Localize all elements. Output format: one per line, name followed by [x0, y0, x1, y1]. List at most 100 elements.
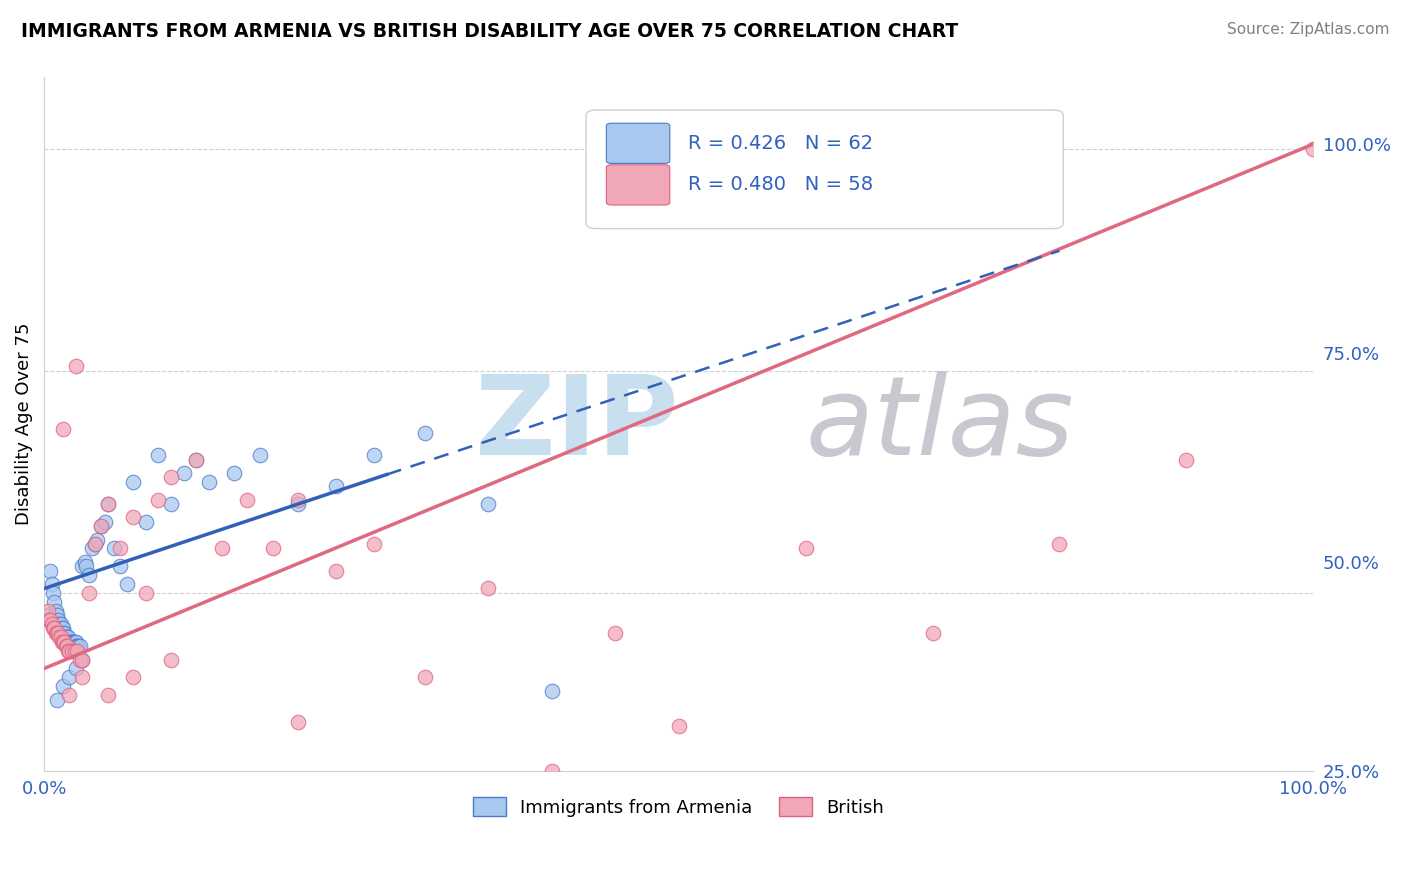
FancyBboxPatch shape: [606, 165, 669, 205]
Point: [325, 479, 347, 493]
Point: [52, 679, 75, 693]
Point: [63, 635, 86, 649]
Point: [82, 541, 104, 556]
Point: [90, 519, 112, 533]
Point: [39, 613, 62, 627]
Point: [45, 626, 67, 640]
Point: [540, 764, 562, 778]
Point: [325, 564, 347, 578]
Point: [363, 448, 385, 462]
Point: [58, 643, 80, 657]
Point: [363, 537, 385, 551]
Point: [65, 661, 87, 675]
Point: [44, 604, 66, 618]
Point: [794, 541, 817, 556]
Point: [122, 670, 145, 684]
Point: [198, 475, 221, 489]
Point: [52, 421, 75, 435]
Point: [90, 519, 112, 533]
Point: [45, 692, 67, 706]
Point: [42, 622, 65, 636]
Point: [287, 497, 309, 511]
Point: [236, 492, 259, 507]
Point: [287, 492, 309, 507]
Point: [249, 448, 271, 462]
Point: [211, 541, 233, 556]
Point: [70, 652, 93, 666]
Point: [477, 497, 499, 511]
Point: [262, 541, 284, 556]
Point: [45, 608, 67, 623]
Point: [75, 559, 97, 574]
Point: [97, 497, 120, 511]
Y-axis label: Disability Age Over 75: Disability Age Over 75: [15, 323, 32, 525]
Point: [60, 643, 83, 657]
Point: [224, 466, 246, 480]
Point: [668, 719, 690, 733]
Point: [69, 640, 91, 654]
Point: [148, 492, 170, 507]
Point: [148, 448, 170, 462]
Point: [413, 804, 436, 818]
Point: [52, 622, 75, 636]
Point: [53, 626, 76, 640]
Point: [56, 631, 79, 645]
Point: [1049, 537, 1071, 551]
Point: [62, 635, 84, 649]
Point: [58, 643, 80, 657]
Point: [135, 586, 157, 600]
Point: [77, 568, 100, 582]
Point: [86, 533, 108, 547]
Point: [63, 643, 86, 657]
Point: [477, 582, 499, 596]
Point: [413, 670, 436, 684]
Point: [44, 595, 66, 609]
Point: [94, 515, 117, 529]
Point: [173, 466, 195, 480]
Point: [67, 640, 90, 654]
Point: [44, 622, 66, 636]
Text: IMMIGRANTS FROM ARMENIA VS BRITISH DISABILITY AGE OVER 75 CORRELATION CHART: IMMIGRANTS FROM ARMENIA VS BRITISH DISAB…: [21, 22, 959, 41]
Point: [41, 577, 63, 591]
Point: [115, 577, 138, 591]
Point: [48, 631, 70, 645]
Point: [60, 635, 83, 649]
Point: [122, 510, 145, 524]
Point: [110, 559, 132, 574]
Point: [53, 635, 76, 649]
Point: [55, 640, 77, 654]
Point: [97, 497, 120, 511]
Point: [37, 608, 59, 623]
Point: [69, 652, 91, 666]
Point: [66, 643, 89, 657]
Point: [70, 670, 93, 684]
Text: R = 0.480   N = 58: R = 0.480 N = 58: [688, 176, 873, 194]
FancyBboxPatch shape: [586, 110, 1063, 228]
Point: [287, 714, 309, 729]
Point: [70, 652, 93, 666]
Text: Source: ZipAtlas.com: Source: ZipAtlas.com: [1226, 22, 1389, 37]
Point: [83, 537, 105, 551]
Point: [37, 604, 59, 618]
Point: [44, 626, 66, 640]
Text: ZIP: ZIP: [475, 370, 679, 477]
Point: [42, 586, 65, 600]
Point: [65, 640, 87, 654]
Point: [41, 617, 63, 632]
Point: [58, 635, 80, 649]
Point: [51, 635, 73, 649]
Text: R = 0.426   N = 62: R = 0.426 N = 62: [688, 134, 873, 153]
Point: [103, 541, 125, 556]
Point: [48, 617, 70, 632]
Point: [540, 683, 562, 698]
Point: [160, 652, 183, 666]
Point: [55, 631, 77, 645]
Point: [83, 537, 105, 551]
Point: [921, 626, 943, 640]
Point: [58, 688, 80, 702]
Point: [65, 635, 87, 649]
Point: [73, 555, 96, 569]
Point: [52, 635, 75, 649]
Point: [49, 631, 72, 645]
Point: [58, 670, 80, 684]
